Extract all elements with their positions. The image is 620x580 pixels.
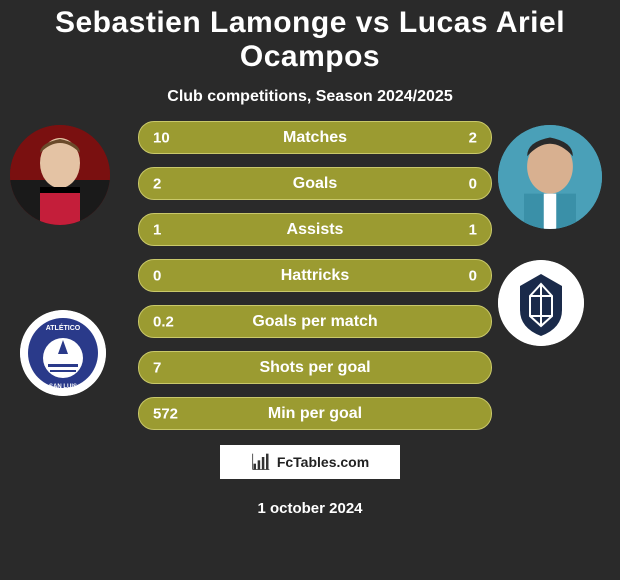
svg-text:ATLÉTICO: ATLÉTICO: [46, 323, 81, 332]
stat-right-value: 2: [469, 129, 477, 146]
stat-left-value: 7: [153, 359, 161, 376]
stat-label: Shots per goal: [139, 359, 491, 377]
player-avatar-left: [10, 125, 110, 225]
stat-row-goals: 2 Goals 0: [138, 167, 492, 200]
stat-left-value: 572: [153, 405, 178, 422]
club-badge-right: [498, 260, 584, 346]
player-avatar-right-svg: [498, 125, 602, 229]
stat-left-value: 0.2: [153, 313, 174, 330]
branding-badge: FcTables.com: [220, 445, 400, 479]
stat-left-value: 0: [153, 267, 161, 284]
stat-label: Goals per match: [139, 313, 491, 331]
stat-label: Matches: [139, 129, 491, 147]
page-title: Sebastien Lamonge vs Lucas Ariel Ocampos: [0, 0, 620, 74]
subtitle: Club competitions, Season 2024/2025: [0, 88, 620, 106]
stats-list: 10 Matches 2 2 Goals 0 1 Assists 1 0 Hat…: [138, 121, 492, 443]
stat-row-hattricks: 0 Hattricks 0: [138, 259, 492, 292]
svg-text:SAN LUIS: SAN LUIS: [49, 384, 77, 390]
player-avatar-left-svg: [10, 125, 110, 225]
club-badge-left: ATLÉTICO SAN LUIS: [20, 310, 106, 396]
chart-icon: [251, 452, 271, 472]
branding-text: FcTables.com: [277, 454, 369, 470]
stat-right-value: 1: [469, 221, 477, 238]
footer-date: 1 october 2024: [0, 500, 620, 517]
stat-label: Min per goal: [139, 405, 491, 423]
stat-right-value: 0: [469, 175, 477, 192]
stat-right-value: 0: [469, 267, 477, 284]
player-avatar-right: [498, 125, 602, 229]
stat-label: Hattricks: [139, 267, 491, 285]
club-badge-right-svg: [498, 260, 584, 346]
stat-left-value: 2: [153, 175, 161, 192]
stat-row-matches: 10 Matches 2: [138, 121, 492, 154]
stat-label: Goals: [139, 175, 491, 193]
stat-label: Assists: [139, 221, 491, 239]
club-badge-left-svg: ATLÉTICO SAN LUIS: [20, 310, 106, 396]
stat-row-goals-per-match: 0.2 Goals per match: [138, 305, 492, 338]
stat-row-min-per-goal: 572 Min per goal: [138, 397, 492, 430]
comparison-card: Sebastien Lamonge vs Lucas Ariel Ocampos…: [0, 0, 620, 580]
stat-left-value: 10: [153, 129, 170, 146]
stat-left-value: 1: [153, 221, 161, 238]
stat-row-assists: 1 Assists 1: [138, 213, 492, 246]
stat-row-shots-per-goal: 7 Shots per goal: [138, 351, 492, 384]
